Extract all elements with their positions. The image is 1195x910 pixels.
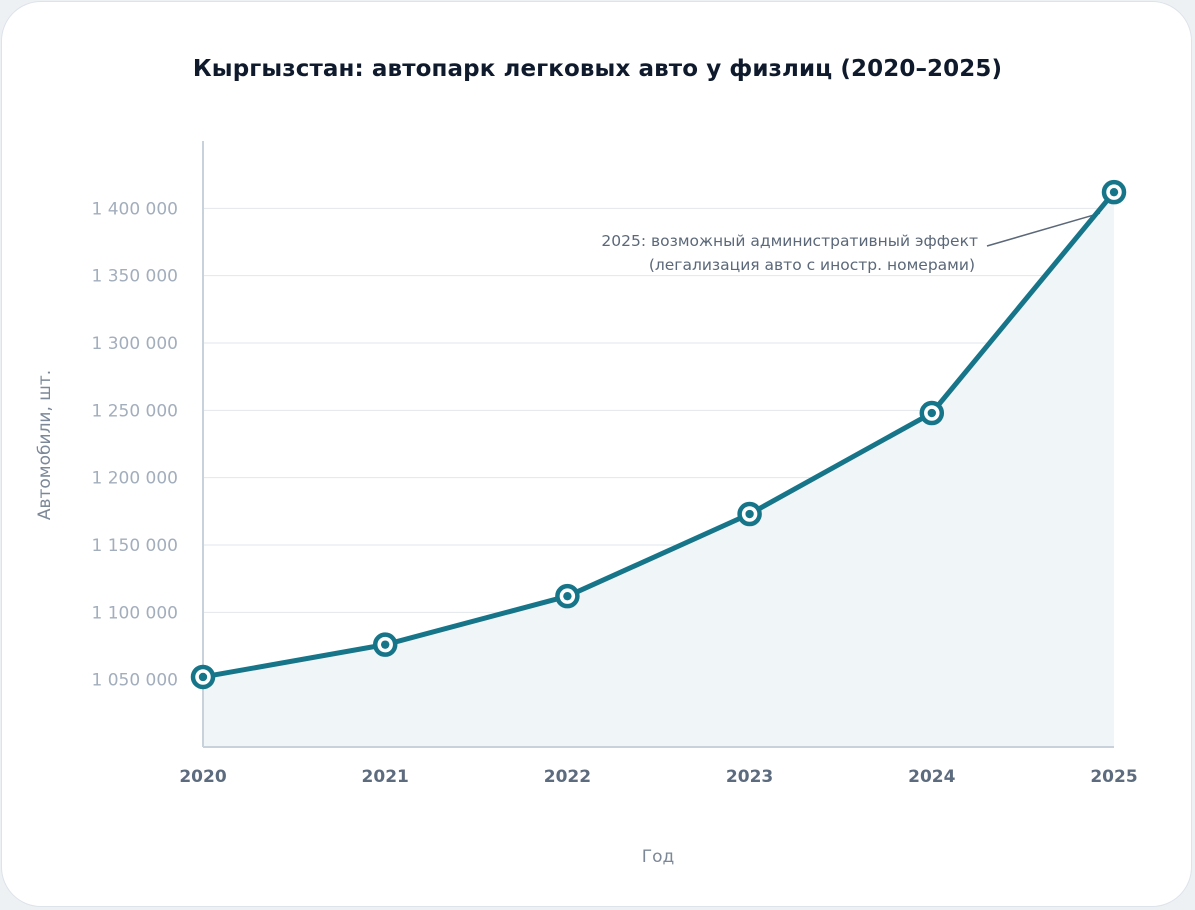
- y-tick-label: 1 050 000: [91, 671, 178, 691]
- annotation-line-2: (легализация авто с иностр. номерами): [649, 256, 975, 274]
- series-line: [200, 189, 1117, 680]
- y-tick-label: 1 400 000: [91, 199, 178, 219]
- data-markers: [190, 179, 1127, 690]
- y-tick-labels: 1 050 000 1 100 000 1 150 000 1 200 000 1 25…: [91, 199, 178, 690]
- x-axis-label: Год: [642, 847, 675, 867]
- annotation: 2025: возможный административный эффект …: [601, 212, 1101, 274]
- axes: [202, 141, 1114, 748]
- y-tick-label: 1 150 000: [91, 536, 178, 556]
- x-tick-label: 2020: [179, 767, 226, 787]
- y-tick-label: 1 250 000: [91, 401, 178, 421]
- chart-title: Кыргызстан: автопарк легковых авто у физ…: [192, 56, 1003, 82]
- x-tick-label: 2023: [726, 767, 773, 787]
- y-tick-label: 1 100 000: [91, 603, 178, 623]
- y-tick-label: 1 200 000: [91, 469, 178, 489]
- x-tick-label: 2024: [908, 767, 955, 787]
- annotation-leader-line: [986, 212, 1101, 247]
- data-point: [190, 664, 216, 690]
- area-fill: [203, 192, 1114, 747]
- x-tick-label: 2021: [362, 767, 409, 787]
- data-point: [1101, 179, 1127, 205]
- data-point: [737, 501, 762, 527]
- x-tick-labels: 2020 2021 2022 2023 2024 2025: [179, 767, 1137, 787]
- y-axis-label: Автомобили, шт.: [35, 370, 55, 520]
- data-point: [555, 583, 580, 609]
- data-point: [919, 400, 945, 426]
- annotation-line-1: 2025: возможный административный эффект: [601, 232, 978, 250]
- data-point: [372, 632, 398, 657]
- y-tick-label: 1 350 000: [91, 267, 178, 287]
- y-tick-label: 1 300 000: [91, 334, 178, 354]
- x-tick-label: 2025: [1090, 767, 1137, 787]
- x-tick-label: 2022: [544, 767, 591, 787]
